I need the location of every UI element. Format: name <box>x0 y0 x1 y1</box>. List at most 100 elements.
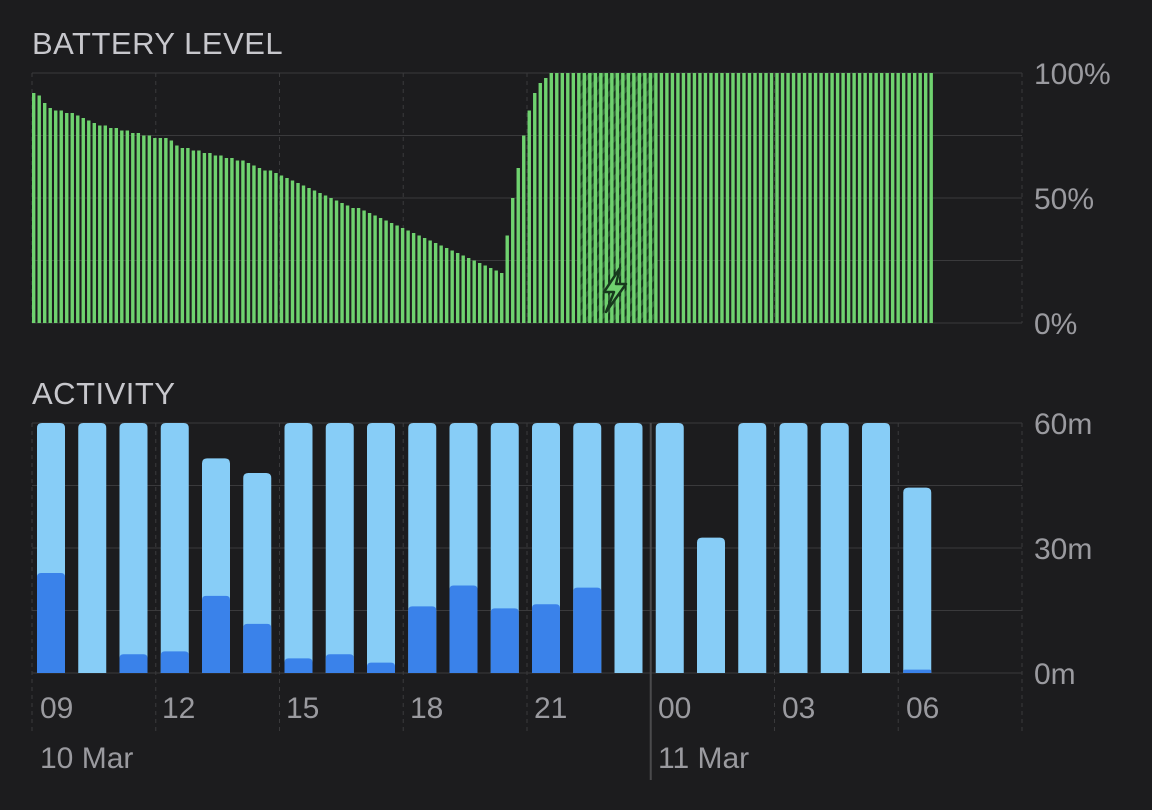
battery-bar <box>918 73 922 323</box>
battery-bar <box>637 73 642 323</box>
xtick-03: 03 <box>782 692 815 725</box>
battery-bar <box>450 250 454 323</box>
activity-bar-screen-on <box>903 487 932 673</box>
battery-bar <box>659 73 664 323</box>
battery-bar <box>863 73 867 323</box>
battery-bar <box>59 110 63 323</box>
battery-bar <box>599 73 603 323</box>
charging-bolt-icon <box>602 266 628 314</box>
activity-bar-screen-on <box>738 423 767 673</box>
battery-bar <box>246 163 251 323</box>
activity-bar-screen-on <box>119 423 148 673</box>
battery-bar <box>769 73 774 323</box>
battery-bar <box>257 168 262 323</box>
activity-chart[interactable] <box>37 423 932 673</box>
battery-bar <box>709 73 713 323</box>
battery-bar <box>753 73 757 323</box>
battery-bar <box>802 73 807 323</box>
battery-bar <box>384 220 388 323</box>
battery-bar <box>758 73 763 323</box>
battery-bar <box>428 240 432 323</box>
battery-bar <box>731 73 735 323</box>
battery-bar <box>841 73 845 323</box>
battery-bar <box>213 155 218 323</box>
battery-bar <box>780 73 785 323</box>
battery-bar <box>885 73 889 323</box>
activity-bar-screen-on <box>779 423 808 673</box>
battery-bar <box>406 230 410 323</box>
battery-bar <box>923 73 928 323</box>
battery-bar <box>560 73 564 323</box>
battery-bar <box>797 73 801 323</box>
activity-ytick-30: 30m <box>1034 533 1092 566</box>
battery-bar <box>219 155 223 323</box>
battery-bar <box>334 200 339 323</box>
battery-bar <box>896 73 900 323</box>
battery-bar <box>32 93 36 323</box>
xtick-00: 00 <box>658 692 691 725</box>
battery-bar <box>522 135 526 323</box>
battery-bar <box>268 170 273 323</box>
activity-bar-screen-on <box>78 423 107 673</box>
battery-bar <box>868 73 873 323</box>
battery-bar <box>279 175 284 323</box>
activity-bar-screen-on <box>614 423 643 673</box>
battery-bar <box>626 73 631 323</box>
battery-bar <box>604 73 609 323</box>
battery-bar <box>582 73 587 323</box>
battery-bar <box>511 198 515 323</box>
battery-bar <box>791 73 796 323</box>
battery-bar <box>329 198 333 323</box>
battery-bar <box>37 95 41 323</box>
battery-bar <box>230 158 234 323</box>
activity-bar-screen-off <box>202 595 230 673</box>
battery-bar <box>158 138 163 323</box>
battery-bar <box>103 125 107 323</box>
battery-bar <box>252 165 256 323</box>
battery-bar <box>312 190 317 323</box>
xtick-12: 12 <box>162 692 195 725</box>
battery-bar <box>466 258 471 323</box>
battery-bar <box>109 128 113 323</box>
battery-level-chart[interactable] <box>32 73 933 323</box>
activity-bar-screen-off <box>325 654 354 673</box>
battery-bar <box>852 73 856 323</box>
battery-bar <box>307 188 311 323</box>
battery-bar <box>687 73 691 323</box>
battery-bar <box>202 153 207 323</box>
battery-bar <box>819 73 823 323</box>
activity-bar-screen-on <box>862 423 890 673</box>
activity-bar-screen-on <box>820 423 849 673</box>
battery-bar <box>433 243 438 323</box>
battery-bar <box>489 268 493 323</box>
battery-bar <box>197 150 201 323</box>
activity-bar-screen-off <box>243 623 272 673</box>
battery-bar <box>472 260 476 323</box>
battery-bar <box>318 193 322 323</box>
battery-bar <box>516 168 520 323</box>
battery-bar <box>43 103 47 323</box>
battery-bar <box>643 73 647 323</box>
activity-ytick-60: 60m <box>1034 408 1092 441</box>
battery-bar <box>500 273 504 323</box>
battery-bar <box>120 130 124 323</box>
battery-bar <box>136 133 141 323</box>
activity-bar-screen-off <box>367 662 395 673</box>
battery-bar <box>571 73 576 323</box>
battery-bar <box>846 73 851 323</box>
battery-bar <box>345 205 350 323</box>
battery-bar <box>301 185 306 323</box>
battery-bar <box>901 73 906 323</box>
battery-bar <box>296 183 300 323</box>
battery-bar <box>87 120 91 323</box>
activity-bar-screen-off <box>408 606 437 673</box>
battery-bar <box>764 73 768 323</box>
battery-bar <box>555 73 559 323</box>
battery-bar <box>92 123 96 323</box>
battery-bar <box>400 228 405 323</box>
battery-bar <box>808 73 812 323</box>
battery-bar <box>351 208 355 323</box>
battery-bar <box>577 73 581 323</box>
battery-bar <box>648 73 653 323</box>
